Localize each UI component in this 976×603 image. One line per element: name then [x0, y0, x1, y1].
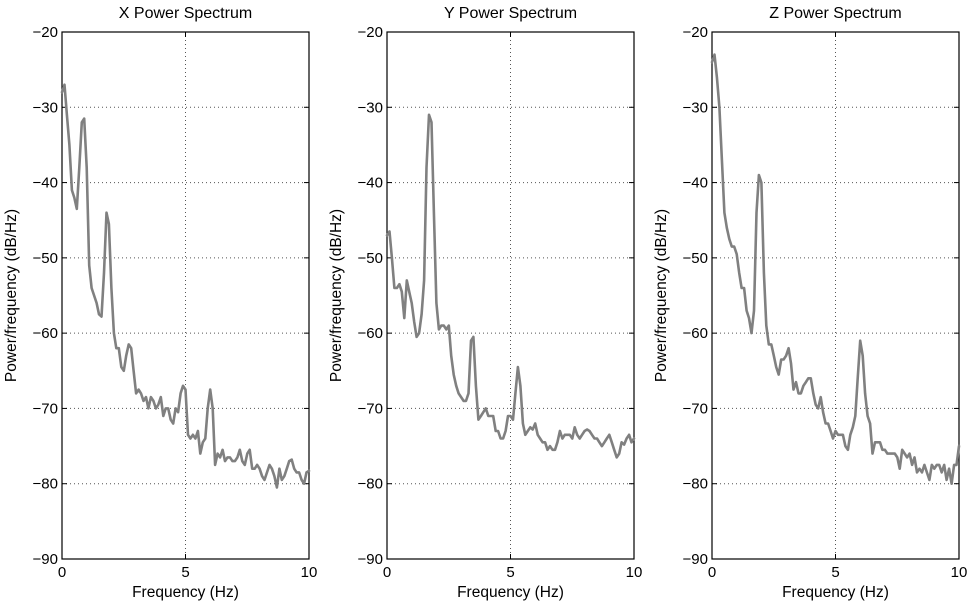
chart-title: Y Power Spectrum — [444, 5, 577, 22]
y-tick-label: −70 — [33, 400, 58, 417]
y-tick-label: −50 — [358, 250, 383, 267]
x-tick-label: 5 — [506, 564, 514, 581]
y-tick-label: −90 — [683, 551, 708, 568]
y-tick-label: −40 — [33, 175, 58, 192]
x-axis-label: Frequency (Hz) — [457, 584, 564, 601]
y-axis-label: Power/frequency (dB/Hz) — [653, 209, 670, 382]
chart-panel-3: Z Power Spectrum 0 5 10 −20 −30 −40 −50 −60 −70 −8… — [653, 5, 967, 601]
chart-panel-1: X Power Spectrum 0 5 10 −20 −30 −40 −50 −60 −70 −8… — [3, 5, 317, 601]
x-tick-label: 5 — [181, 564, 189, 581]
x-tick-label: 10 — [951, 564, 968, 581]
y-tick-label: −80 — [683, 476, 708, 493]
y-tick-label: −80 — [358, 476, 383, 493]
x-tick-label: 5 — [831, 564, 839, 581]
x-axis-label: Frequency (Hz) — [132, 584, 239, 601]
y-tick-label: −50 — [33, 250, 58, 267]
y-tick-label: −20 — [683, 24, 708, 41]
chart-panel-2: Y Power Spectrum 0 5 10 −20 −30 −40 −50 −60 −70 −8… — [328, 5, 642, 601]
x-tick-label: 0 — [383, 564, 391, 581]
y-tick-label: −70 — [683, 400, 708, 417]
x-tick-label: 0 — [58, 564, 66, 581]
y-axis-label: Power/frequency (dB/Hz) — [3, 209, 20, 382]
y-tick-label: −20 — [33, 24, 58, 41]
chart-title: Z Power Spectrum — [769, 5, 901, 22]
series-line — [385, 113, 636, 459]
y-tick-label: −30 — [33, 99, 58, 116]
y-tick-label: −90 — [33, 551, 58, 568]
series-line — [710, 53, 961, 486]
y-tick-label: −90 — [358, 551, 383, 568]
y-tick-label: −70 — [358, 400, 383, 417]
x-tick-label: 10 — [626, 564, 643, 581]
x-tick-label: 10 — [301, 564, 318, 581]
y-tick-label: −80 — [33, 476, 58, 493]
chart-title: X Power Spectrum — [119, 5, 252, 22]
axes-frame — [61, 31, 310, 560]
y-tick-label: −40 — [358, 175, 383, 192]
y-tick-label: −60 — [358, 325, 383, 342]
axes-frame — [711, 31, 960, 560]
y-axis-label: Power/frequency (dB/Hz) — [328, 209, 345, 382]
y-tick-label: −30 — [683, 99, 708, 116]
y-tick-label: −50 — [683, 250, 708, 267]
y-tick-label: −60 — [33, 325, 58, 342]
x-axis-label: Frequency (Hz) — [782, 584, 889, 601]
y-tick-label: −60 — [683, 325, 708, 342]
y-tick-label: −40 — [683, 175, 708, 192]
x-tick-label: 0 — [708, 564, 716, 581]
y-tick-label: −20 — [358, 24, 383, 41]
series-line — [60, 83, 311, 489]
y-tick-label: −30 — [358, 99, 383, 116]
